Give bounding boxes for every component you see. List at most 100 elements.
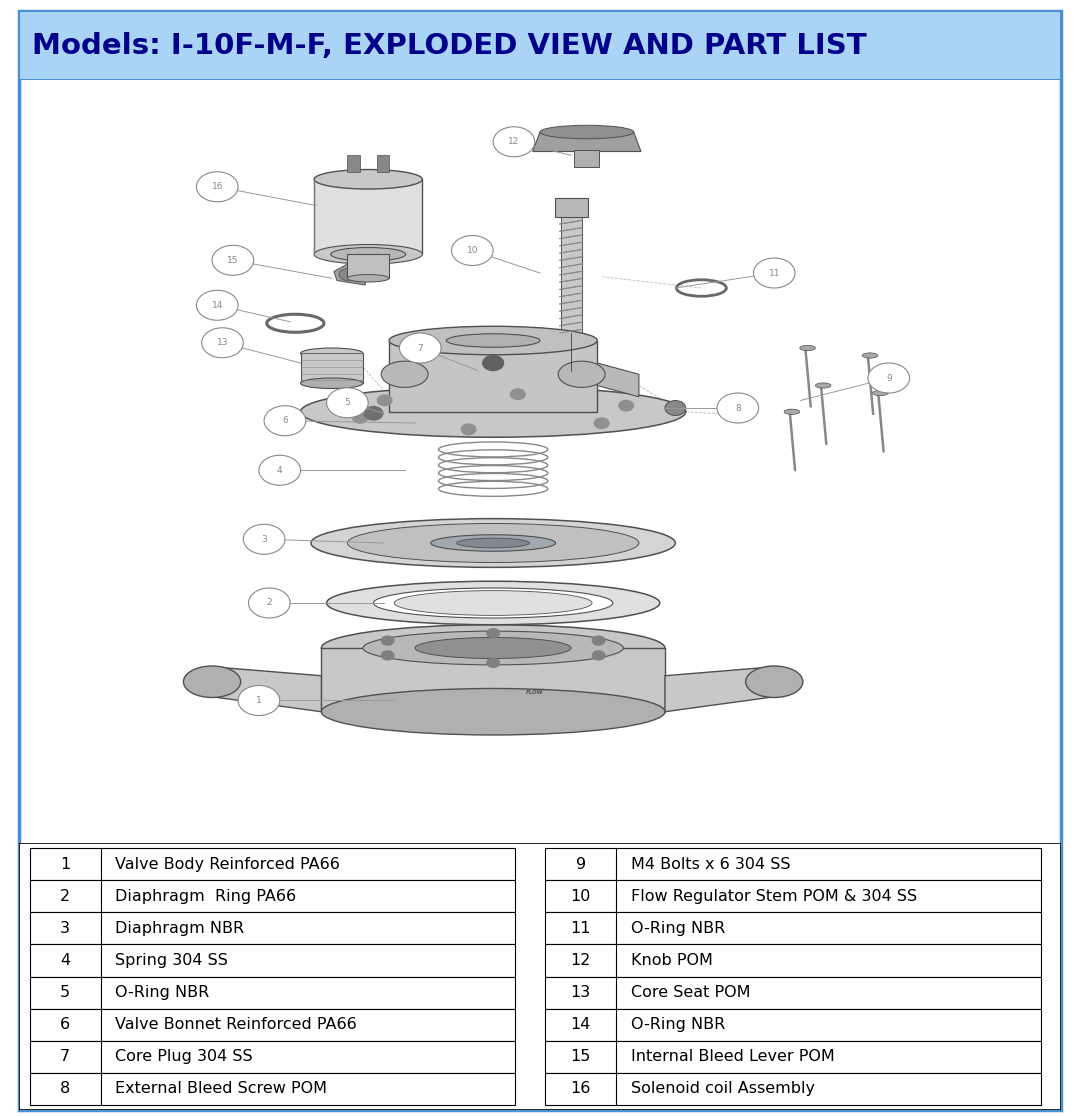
Bar bbox=[561, 217, 582, 333]
Circle shape bbox=[326, 387, 368, 417]
Polygon shape bbox=[597, 363, 639, 397]
Bar bbox=[545, 881, 1041, 912]
Ellipse shape bbox=[415, 637, 571, 658]
Bar bbox=[30, 1072, 515, 1105]
Polygon shape bbox=[322, 648, 665, 712]
Circle shape bbox=[202, 328, 243, 358]
Bar bbox=[545, 976, 1041, 1009]
Text: 5: 5 bbox=[60, 985, 70, 1000]
Ellipse shape bbox=[457, 538, 529, 548]
Bar bbox=[30, 881, 515, 912]
Text: 14: 14 bbox=[212, 301, 222, 310]
Circle shape bbox=[238, 685, 280, 715]
Ellipse shape bbox=[311, 519, 675, 567]
Text: External Bleed Screw POM: External Bleed Screw POM bbox=[116, 1081, 327, 1097]
Text: 16: 16 bbox=[212, 182, 222, 191]
Bar bbox=[545, 1041, 1041, 1072]
Text: 1: 1 bbox=[60, 856, 70, 872]
Text: 3: 3 bbox=[60, 921, 70, 936]
Text: 3: 3 bbox=[261, 535, 267, 543]
Ellipse shape bbox=[800, 345, 815, 350]
Text: 10: 10 bbox=[570, 888, 591, 904]
Circle shape bbox=[665, 401, 686, 415]
Circle shape bbox=[353, 413, 367, 423]
Ellipse shape bbox=[322, 689, 665, 735]
Ellipse shape bbox=[330, 248, 406, 261]
Text: Spring 304 SS: Spring 304 SS bbox=[116, 953, 228, 968]
Circle shape bbox=[451, 235, 494, 266]
Polygon shape bbox=[665, 666, 774, 712]
Bar bbox=[300, 354, 363, 383]
Circle shape bbox=[381, 636, 394, 645]
Ellipse shape bbox=[314, 170, 422, 189]
Circle shape bbox=[265, 406, 306, 435]
Ellipse shape bbox=[363, 632, 623, 665]
Text: Core Plug 304 SS: Core Plug 304 SS bbox=[116, 1049, 253, 1065]
Ellipse shape bbox=[815, 383, 831, 388]
Text: 2: 2 bbox=[267, 598, 272, 607]
Bar bbox=[348, 155, 360, 172]
Bar bbox=[348, 254, 389, 278]
Bar bbox=[575, 150, 599, 166]
Bar bbox=[545, 1009, 1041, 1041]
Circle shape bbox=[364, 406, 382, 420]
Ellipse shape bbox=[446, 334, 540, 347]
Circle shape bbox=[400, 333, 441, 363]
Circle shape bbox=[619, 401, 634, 411]
Text: 6: 6 bbox=[60, 1017, 70, 1032]
Text: 11: 11 bbox=[570, 921, 591, 936]
Text: 9: 9 bbox=[886, 374, 892, 383]
Text: 5: 5 bbox=[345, 398, 350, 407]
Ellipse shape bbox=[389, 326, 597, 355]
Ellipse shape bbox=[745, 666, 802, 698]
Text: 4: 4 bbox=[60, 953, 70, 968]
Circle shape bbox=[593, 636, 605, 645]
Ellipse shape bbox=[348, 275, 389, 282]
Circle shape bbox=[197, 290, 238, 320]
Circle shape bbox=[593, 651, 605, 660]
Bar bbox=[30, 848, 515, 881]
Bar bbox=[554, 198, 588, 217]
Text: Valve Bonnet Reinforced PA66: Valve Bonnet Reinforced PA66 bbox=[116, 1017, 357, 1032]
Bar bbox=[30, 944, 515, 976]
Circle shape bbox=[197, 172, 238, 202]
Text: FLOW: FLOW bbox=[526, 691, 543, 695]
Ellipse shape bbox=[322, 625, 665, 671]
Text: M4 Bolts x 6 304 SS: M4 Bolts x 6 304 SS bbox=[631, 856, 791, 872]
Circle shape bbox=[339, 269, 355, 280]
Text: 7: 7 bbox=[417, 344, 423, 353]
Ellipse shape bbox=[431, 535, 555, 551]
Polygon shape bbox=[389, 340, 597, 412]
Text: 13: 13 bbox=[570, 985, 591, 1000]
Ellipse shape bbox=[348, 523, 639, 562]
Bar bbox=[30, 1009, 515, 1041]
Ellipse shape bbox=[784, 410, 800, 414]
Circle shape bbox=[243, 525, 285, 555]
Bar bbox=[545, 848, 1041, 881]
Circle shape bbox=[717, 393, 758, 423]
Circle shape bbox=[483, 356, 503, 371]
Ellipse shape bbox=[184, 666, 241, 698]
Polygon shape bbox=[212, 666, 322, 712]
Text: Flow Regulator Stem POM & 304 SS: Flow Regulator Stem POM & 304 SS bbox=[631, 888, 917, 904]
Ellipse shape bbox=[314, 244, 422, 264]
Circle shape bbox=[511, 389, 525, 400]
Text: Models: I-10F-M-F, EXPLODED VIEW AND PART LIST: Models: I-10F-M-F, EXPLODED VIEW AND PAR… bbox=[32, 31, 866, 60]
Text: O-Ring NBR: O-Ring NBR bbox=[631, 1017, 725, 1032]
Text: 11: 11 bbox=[769, 269, 780, 278]
Text: 16: 16 bbox=[570, 1081, 591, 1097]
Circle shape bbox=[868, 363, 909, 393]
Bar bbox=[545, 912, 1041, 944]
Bar bbox=[30, 1041, 515, 1072]
Ellipse shape bbox=[326, 581, 660, 625]
Text: Valve Body Reinforced PA66: Valve Body Reinforced PA66 bbox=[116, 856, 340, 872]
Text: 15: 15 bbox=[227, 256, 239, 264]
Bar bbox=[545, 1072, 1041, 1105]
Text: 8: 8 bbox=[734, 404, 741, 413]
Circle shape bbox=[487, 628, 499, 637]
Circle shape bbox=[594, 418, 609, 429]
Text: O-Ring NBR: O-Ring NBR bbox=[631, 921, 725, 936]
Ellipse shape bbox=[300, 348, 363, 358]
Text: 9: 9 bbox=[576, 856, 585, 872]
Bar bbox=[377, 155, 389, 172]
